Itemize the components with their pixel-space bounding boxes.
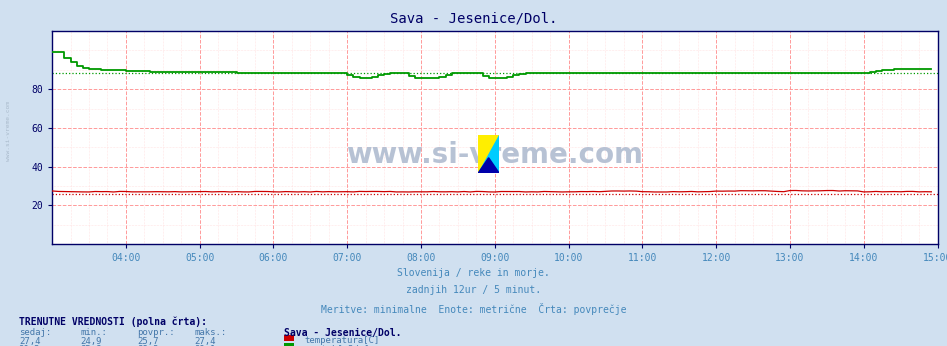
Text: www.si-vreme.com: www.si-vreme.com <box>6 101 10 162</box>
Text: 27,4: 27,4 <box>194 337 216 346</box>
Text: maks.:: maks.: <box>194 328 226 337</box>
Text: 27,4: 27,4 <box>19 337 41 346</box>
Text: 90,2: 90,2 <box>19 345 41 346</box>
Text: 25,7: 25,7 <box>137 337 159 346</box>
Text: Meritve: minimalne  Enote: metrične  Črta: povprečje: Meritve: minimalne Enote: metrične Črta:… <box>321 303 626 315</box>
Text: sedaj:: sedaj: <box>19 328 51 337</box>
Text: povpr.:: povpr.: <box>137 328 175 337</box>
Text: min.:: min.: <box>80 328 107 337</box>
Text: Slovenija / reke in morje.: Slovenija / reke in morje. <box>397 268 550 278</box>
Text: 88,3: 88,3 <box>137 345 159 346</box>
Polygon shape <box>478 158 499 173</box>
Text: zadnjih 12ur / 5 minut.: zadnjih 12ur / 5 minut. <box>406 285 541 295</box>
Text: 99,1: 99,1 <box>194 345 216 346</box>
Text: TRENUTNE VREDNOSTI (polna črta):: TRENUTNE VREDNOSTI (polna črta): <box>19 317 207 327</box>
Text: 24,9: 24,9 <box>80 337 102 346</box>
Text: www.si-vreme.com: www.si-vreme.com <box>347 140 643 169</box>
Text: 85,8: 85,8 <box>80 345 102 346</box>
Text: Sava - Jesenice/Dol.: Sava - Jesenice/Dol. <box>390 11 557 25</box>
Text: pretok[m3/s]: pretok[m3/s] <box>305 345 369 346</box>
Polygon shape <box>478 135 499 173</box>
Text: Sava - Jesenice/Dol.: Sava - Jesenice/Dol. <box>284 328 402 338</box>
Text: temperatura[C]: temperatura[C] <box>305 336 380 345</box>
Polygon shape <box>478 135 499 173</box>
